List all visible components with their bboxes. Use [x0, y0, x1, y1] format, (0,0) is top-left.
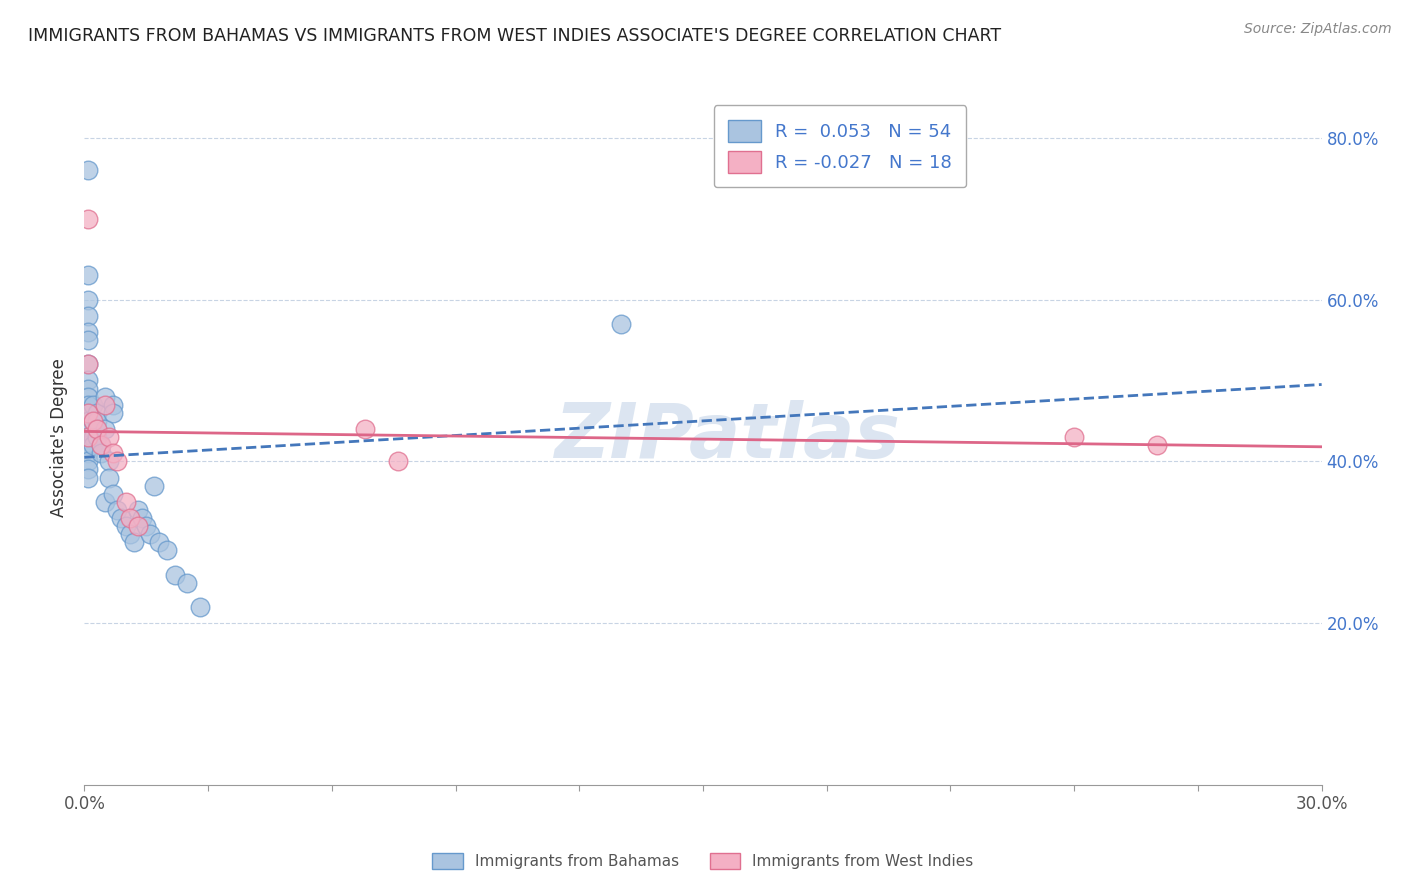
Point — [82, 430, 104, 444]
Point — [118, 527, 141, 541]
Point — [77, 422, 100, 436]
Point — [77, 374, 100, 388]
Legend: Immigrants from Bahamas, Immigrants from West Indies: Immigrants from Bahamas, Immigrants from… — [426, 847, 980, 875]
Point — [94, 422, 117, 436]
Legend: R =  0.053   N = 54, R = -0.027   N = 18: R = 0.053 N = 54, R = -0.027 N = 18 — [714, 105, 966, 187]
Point — [86, 406, 108, 420]
Point — [127, 519, 149, 533]
Point — [94, 390, 117, 404]
Point — [98, 454, 121, 468]
Point — [94, 495, 117, 509]
Point — [98, 470, 121, 484]
Point — [82, 414, 104, 428]
Point — [90, 438, 112, 452]
Point — [77, 211, 100, 226]
Point — [77, 406, 100, 420]
Point — [77, 414, 100, 428]
Point — [77, 357, 100, 371]
Point — [1063, 430, 1085, 444]
Point — [86, 430, 108, 444]
Point — [77, 430, 100, 444]
Point — [165, 567, 187, 582]
Point — [103, 398, 125, 412]
Text: Source: ZipAtlas.com: Source: ZipAtlas.com — [1244, 22, 1392, 37]
Point — [131, 511, 153, 525]
Point — [143, 478, 166, 492]
Point — [77, 398, 100, 412]
Point — [77, 325, 100, 339]
Point — [77, 470, 100, 484]
Point — [139, 527, 162, 541]
Point — [609, 317, 631, 331]
Point — [90, 446, 112, 460]
Point — [77, 268, 100, 283]
Point — [77, 454, 100, 468]
Point — [105, 454, 128, 468]
Point — [86, 422, 108, 436]
Point — [1146, 438, 1168, 452]
Point — [77, 462, 100, 476]
Point — [105, 503, 128, 517]
Point — [77, 293, 100, 307]
Point — [82, 414, 104, 428]
Point — [103, 486, 125, 500]
Point — [90, 438, 112, 452]
Point — [114, 519, 136, 533]
Point — [82, 438, 104, 452]
Y-axis label: Associate's Degree: Associate's Degree — [51, 358, 69, 516]
Point — [127, 503, 149, 517]
Point — [122, 535, 145, 549]
Text: IMMIGRANTS FROM BAHAMAS VS IMMIGRANTS FROM WEST INDIES ASSOCIATE'S DEGREE CORREL: IMMIGRANTS FROM BAHAMAS VS IMMIGRANTS FR… — [28, 27, 1001, 45]
Point — [148, 535, 170, 549]
Point — [135, 519, 157, 533]
Point — [77, 309, 100, 323]
Text: ZIPatlas: ZIPatlas — [555, 401, 901, 474]
Point — [94, 398, 117, 412]
Point — [77, 438, 100, 452]
Point — [77, 446, 100, 460]
Point — [77, 357, 100, 371]
Point — [110, 511, 132, 525]
Point — [118, 511, 141, 525]
Point — [114, 495, 136, 509]
Point — [86, 422, 108, 436]
Point — [77, 163, 100, 178]
Point — [77, 406, 100, 420]
Point — [176, 575, 198, 590]
Point — [98, 430, 121, 444]
Point — [103, 406, 125, 420]
Point — [77, 430, 100, 444]
Point — [82, 398, 104, 412]
Point — [353, 422, 375, 436]
Point — [103, 446, 125, 460]
Point — [86, 414, 108, 428]
Point — [77, 390, 100, 404]
Point — [77, 333, 100, 347]
Point — [387, 454, 409, 468]
Point — [156, 543, 179, 558]
Point — [188, 599, 211, 614]
Point — [77, 382, 100, 396]
